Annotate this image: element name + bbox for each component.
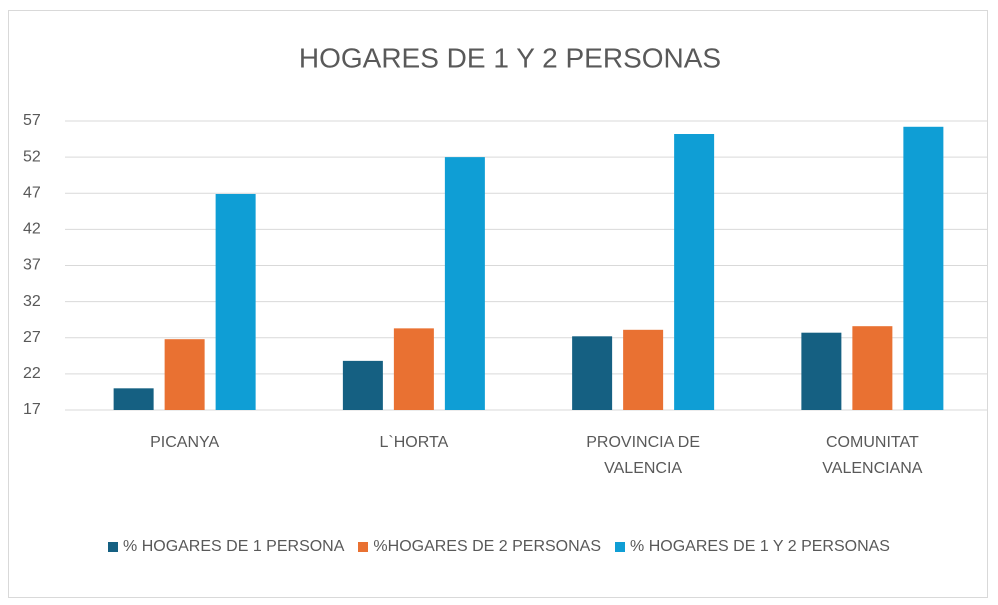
y-tick-label: 17 [23,401,41,418]
x-tick-label: PROVINCIA DE VALENCIA [586,434,701,477]
legend-item: % HOGARES DE 1 PERSONA [108,538,344,556]
y-tick-label: 27 [23,329,41,346]
bar [852,326,893,410]
legend-swatch [108,542,119,552]
x-tick-label: COMUNITAT VALENCIANA [822,434,923,477]
y-tick-label: 37 [23,257,41,274]
y-tick-label: 42 [23,221,41,238]
bar [674,134,715,410]
y-tick-label: 52 [23,148,41,165]
chart-title: HOGARES DE 1 Y 2 PERSONAS [299,42,721,73]
x-tick-label: PICANYA [150,434,220,451]
legend: % HOGARES DE 1 PERSONA %HOGARES DE 2 PERS… [0,538,998,556]
legend-label: % HOGARES DE 1 PERSONA [123,538,345,555]
bar [444,157,485,410]
legend-item: % HOGARES DE 1 Y 2 PERSONAS [615,538,890,556]
bar [623,329,664,410]
legend-label: % HOGARES DE 1 Y 2 PERSONAS [630,538,890,555]
bar [903,126,944,410]
x-tick-label: L`HORTA [379,434,449,451]
bar [393,328,434,410]
legend-swatch [615,542,626,552]
legend-label: %HOGARES DE 2 PERSONAS [373,538,602,555]
bar [164,339,205,410]
y-tick-label: 32 [23,293,41,310]
y-tick-label: 57 [23,112,41,129]
legend-swatch [358,542,369,552]
y-tick-label: 22 [23,365,41,382]
bar [342,360,383,410]
bar [801,332,842,410]
y-tick-label: 47 [23,184,41,201]
chart-frame [8,10,988,598]
bar [113,388,154,410]
bar [215,193,256,410]
bar [572,336,613,410]
legend-item: %HOGARES DE 2 PERSONAS [358,538,601,556]
